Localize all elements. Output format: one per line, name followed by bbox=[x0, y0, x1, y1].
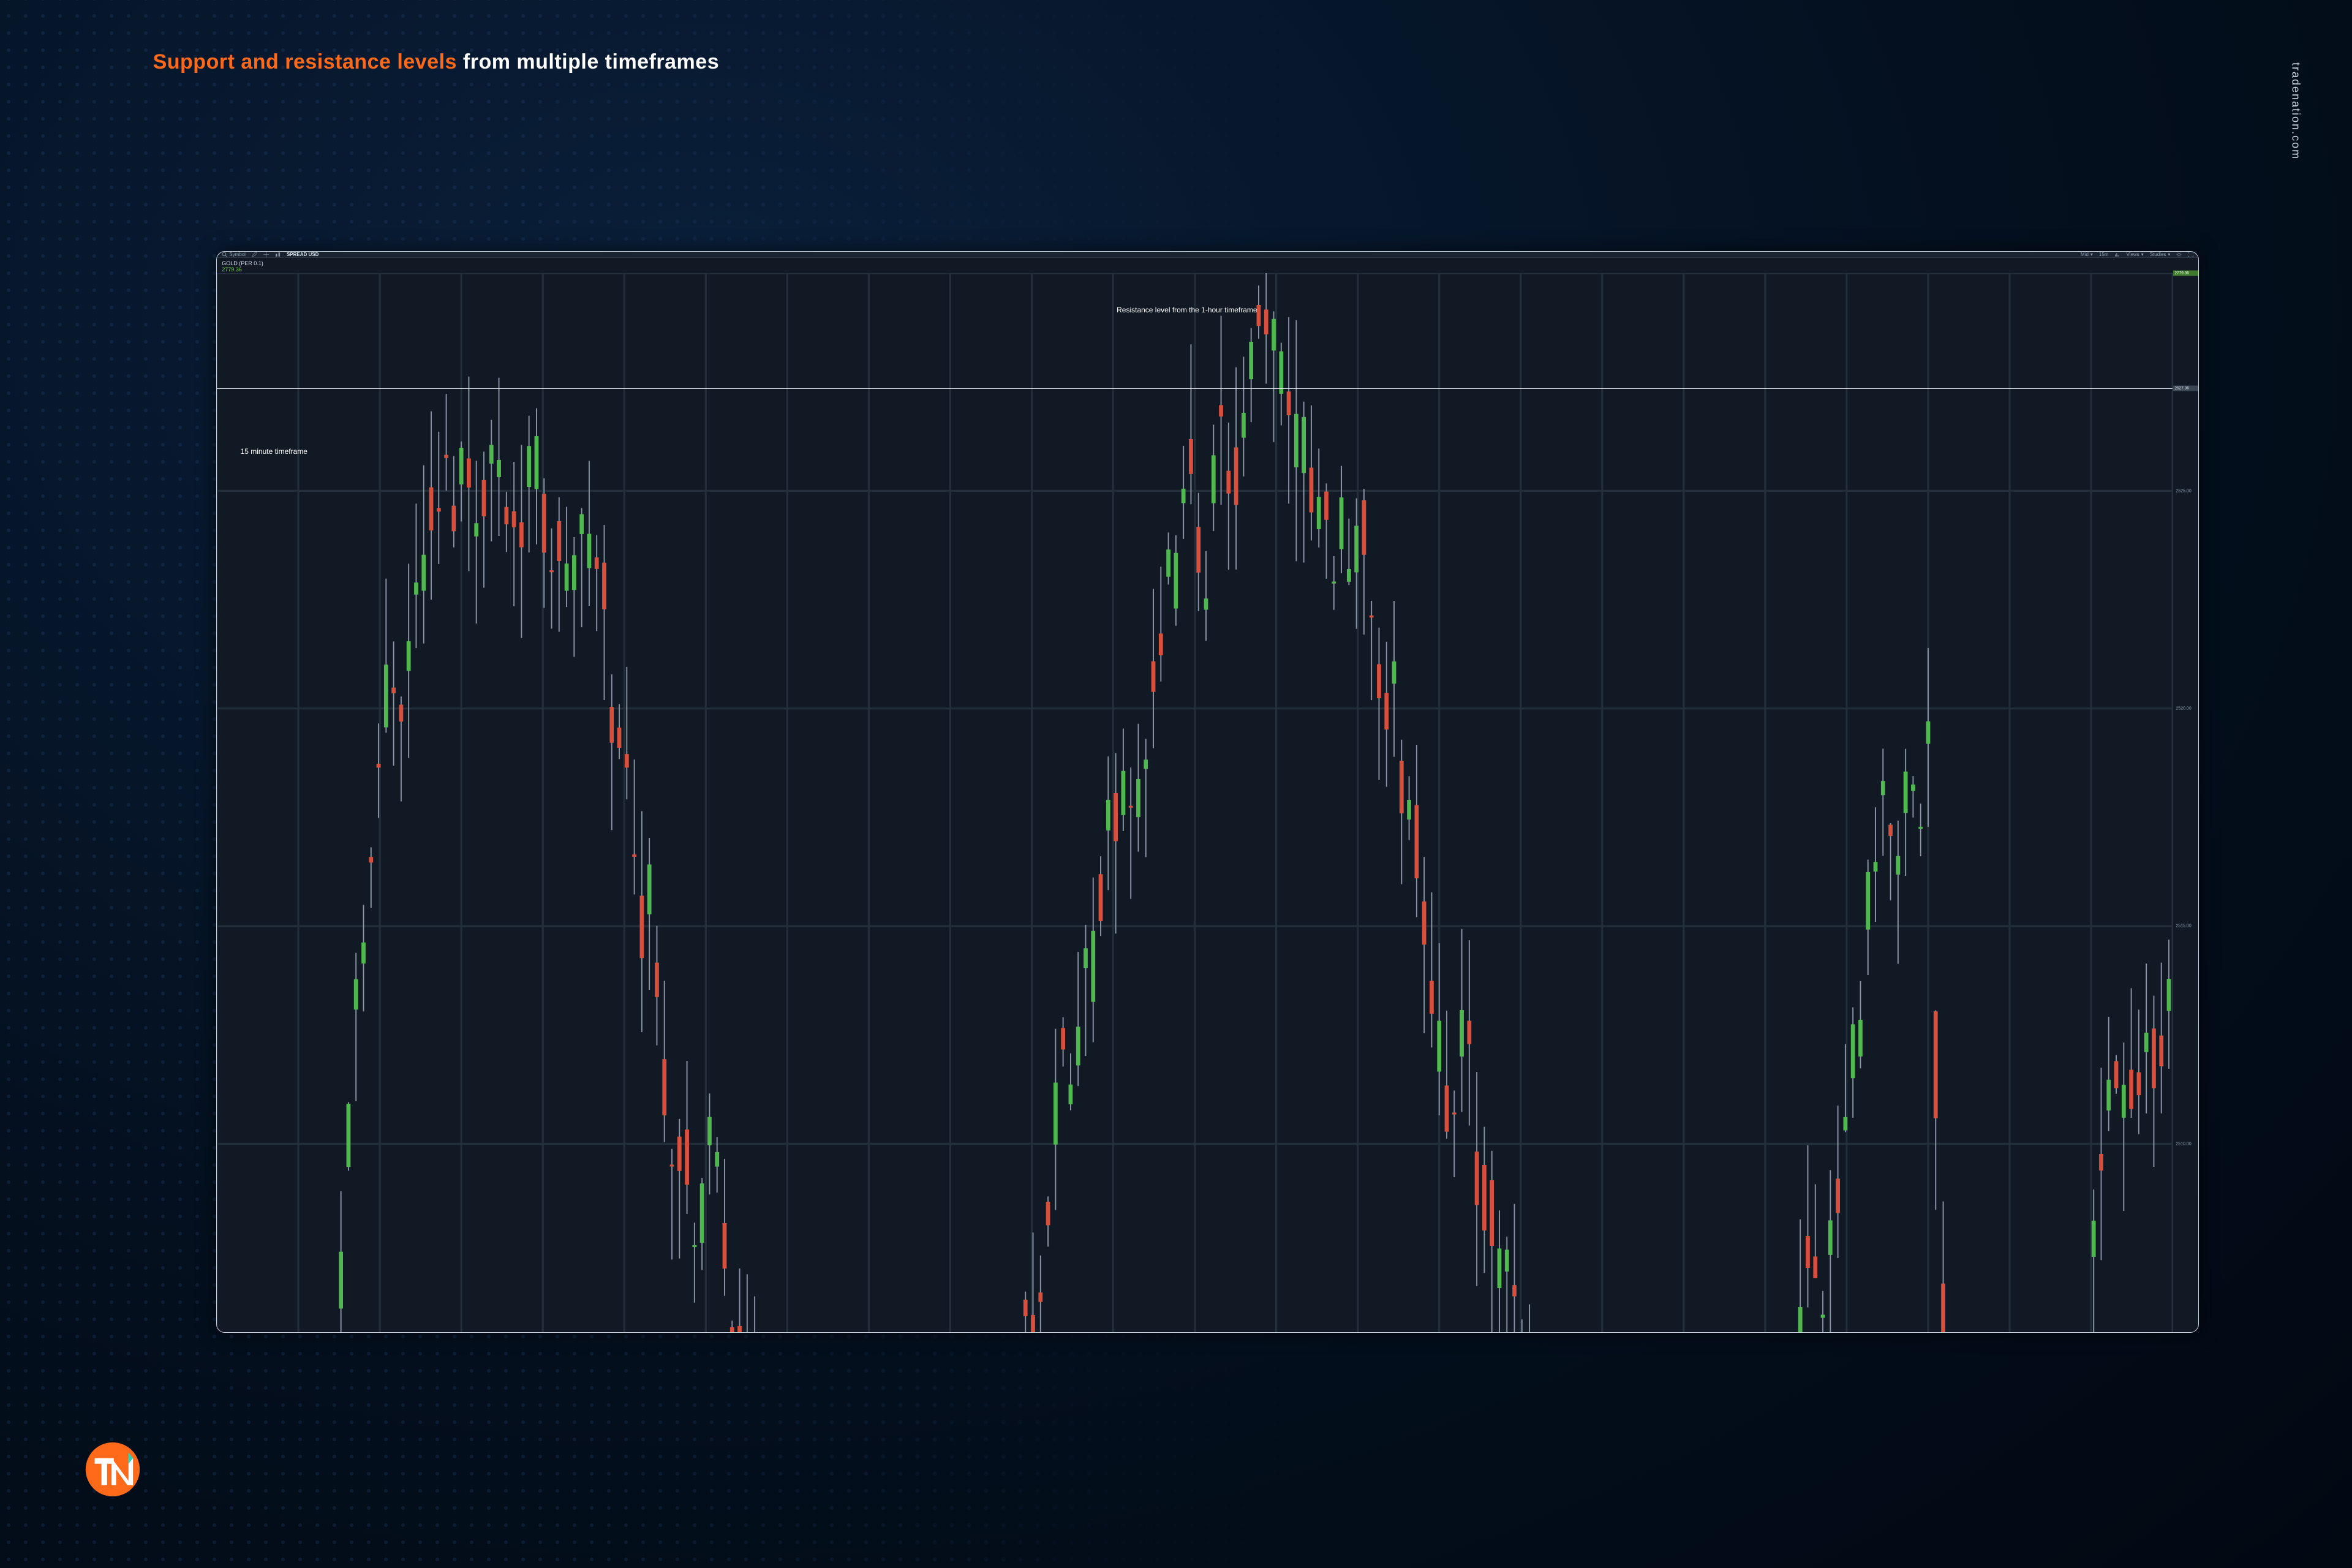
chart-plot[interactable]: 15 minute timeframe Resistance level fro… bbox=[217, 273, 2173, 1333]
interval-selector[interactable]: 15m bbox=[2099, 252, 2109, 257]
chart-toolbar: Symbol SPREAD USD Mid ▾ 15m Views ▾ Stud… bbox=[217, 252, 2198, 258]
indicator-icon[interactable] bbox=[2114, 252, 2120, 257]
y-tick: 2525.00 bbox=[2176, 489, 2191, 493]
title-part2: from multiple timeframes bbox=[463, 50, 719, 74]
page-title: Support and resistance levels from multi… bbox=[153, 50, 2117, 74]
crosshair-icon[interactable] bbox=[263, 252, 269, 257]
symbol-name: GOLD (PER 0.1) bbox=[222, 260, 2193, 267]
brand-logo bbox=[85, 1441, 141, 1498]
search-icon[interactable]: Symbol bbox=[222, 252, 246, 257]
resistance-price-tag: 2527.36 bbox=[2173, 385, 2198, 391]
resistance-annotation: Resistance level from the 1-hour timefra… bbox=[1117, 306, 1257, 314]
resistance-line bbox=[217, 388, 2173, 389]
y-tick: 2520.00 bbox=[2176, 706, 2191, 710]
side-url: tradenation.com bbox=[2286, 62, 2305, 1411]
title-part1: Support and resistance levels bbox=[153, 50, 457, 74]
studies-selector[interactable]: Studies ▾ bbox=[2150, 252, 2171, 257]
candlestick-chart bbox=[217, 273, 2173, 1333]
spread-label: SPREAD USD bbox=[287, 252, 318, 257]
symbol-row: GOLD (PER 0.1) 2779.36 bbox=[217, 258, 2198, 274]
y-axis: 2485.002490.002495.002500.002505.002510.… bbox=[2173, 273, 2198, 1333]
symbol-value: 2779.36 bbox=[222, 266, 2193, 273]
y-tick: 2515.00 bbox=[2176, 924, 2191, 929]
chart-window: Symbol SPREAD USD Mid ▾ 15m Views ▾ Stud… bbox=[216, 251, 2199, 1333]
y-tick: 2510.00 bbox=[2176, 1142, 2191, 1146]
fullscreen-icon[interactable] bbox=[2188, 252, 2193, 257]
current-price-tag: 2779.36 bbox=[2173, 271, 2198, 276]
price-type-selector[interactable]: Mid ▾ bbox=[2081, 252, 2093, 257]
timeframe-annotation: 15 minute timeframe bbox=[241, 447, 307, 456]
compare-icon[interactable] bbox=[275, 252, 281, 257]
views-selector[interactable]: Views ▾ bbox=[2126, 252, 2143, 257]
gear-icon[interactable] bbox=[2176, 252, 2182, 257]
chart-plot-area: 15 minute timeframe Resistance level fro… bbox=[217, 273, 2198, 1333]
pencil-icon[interactable] bbox=[252, 252, 257, 257]
